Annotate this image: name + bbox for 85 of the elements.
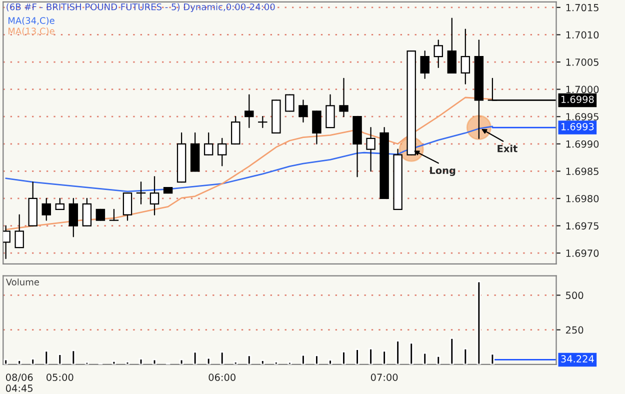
y-tick-label: 1.7000 [566,86,599,94]
candlestick [339,78,348,118]
y-tick-label: 1.6970 [566,250,599,257]
candlestick [68,198,78,238]
bar [138,358,144,364]
y-tick-label: 1.7010 [566,31,599,39]
bar [112,360,116,364]
y-tick-label: 1.6995 [566,113,598,120]
y-tick-label: 1.6980 [566,194,599,202]
bar [84,362,90,364]
x-tick-label: 07:00 [370,374,398,382]
bar [409,342,414,364]
candlestick [96,208,106,221]
y-tick-label: 1.6990 [566,140,599,148]
candlestick [14,214,24,248]
x-tick-label: 08/06 04:45 [6,374,33,392]
candlestick [109,208,119,221]
bar [314,354,319,364]
y-tick-label: 1.6975 [566,222,598,230]
candlestick [217,138,227,166]
bar [476,280,482,364]
candlestick [231,116,240,144]
candlestick [460,28,470,84]
bar [342,351,346,364]
x-tick-label: 05:00 [46,374,74,382]
candlestick [244,94,254,128]
bar [58,354,62,364]
y-tick-label: 1.6985 [566,168,598,176]
candlestick [258,116,268,128]
candlestick [447,18,457,74]
bar [463,348,468,364]
y-tick-label: 500 [566,292,584,300]
ref-line-label: 1.6998 [561,96,594,104]
bar [71,350,76,364]
y-tick-label: 1.7005 [566,58,598,66]
bar [260,360,265,364]
candlestick [55,198,65,210]
ref-line-label: 1.6993 [561,122,594,130]
bar [274,361,278,364]
bar [422,352,427,364]
bar [396,340,400,364]
text: MA(34,C)e [8,16,54,26]
candlestick [326,94,335,128]
candlestick [136,182,146,204]
bar [30,358,35,364]
candlestick [366,126,376,172]
bar [220,351,224,364]
bar [382,350,386,364]
bar [234,361,238,364]
bar [17,360,22,364]
annotation: Long [430,166,456,176]
candlestick [42,198,51,221]
bar [4,358,8,364]
bar [288,362,292,364]
candlestick [434,40,443,68]
bar [355,348,360,364]
annotation: Exit [498,144,518,152]
candlestick [285,94,294,112]
x-tick-label: 06:00 [208,374,236,382]
bar [328,359,332,364]
bar [301,354,306,364]
candlestick [150,176,160,216]
y-tick-label: 250 [566,326,584,334]
bar [44,350,48,364]
candlestick [312,110,322,144]
ref-line-label: 34.224 [561,355,594,363]
candlestick [298,100,308,123]
candlestick [420,50,430,79]
candlestick [82,198,92,226]
text: MA(13,C)e [8,28,54,36]
chart-title: (6B #F - BRITISH POUND FUTURES - 5) Dynamic,0:00-24:00 [6,3,275,12]
candlestick [204,132,214,156]
bar [152,358,157,364]
bar [490,353,495,364]
bar [125,361,130,364]
bar [179,358,184,364]
bar [192,351,198,364]
bar [450,337,454,364]
bar [247,354,252,364]
bar [436,355,440,364]
chart-title: Volume [6,278,39,286]
bar [206,357,211,364]
bar [368,348,373,364]
candlestick [122,192,132,221]
y-tick-label: 1.7015 [566,4,598,12]
